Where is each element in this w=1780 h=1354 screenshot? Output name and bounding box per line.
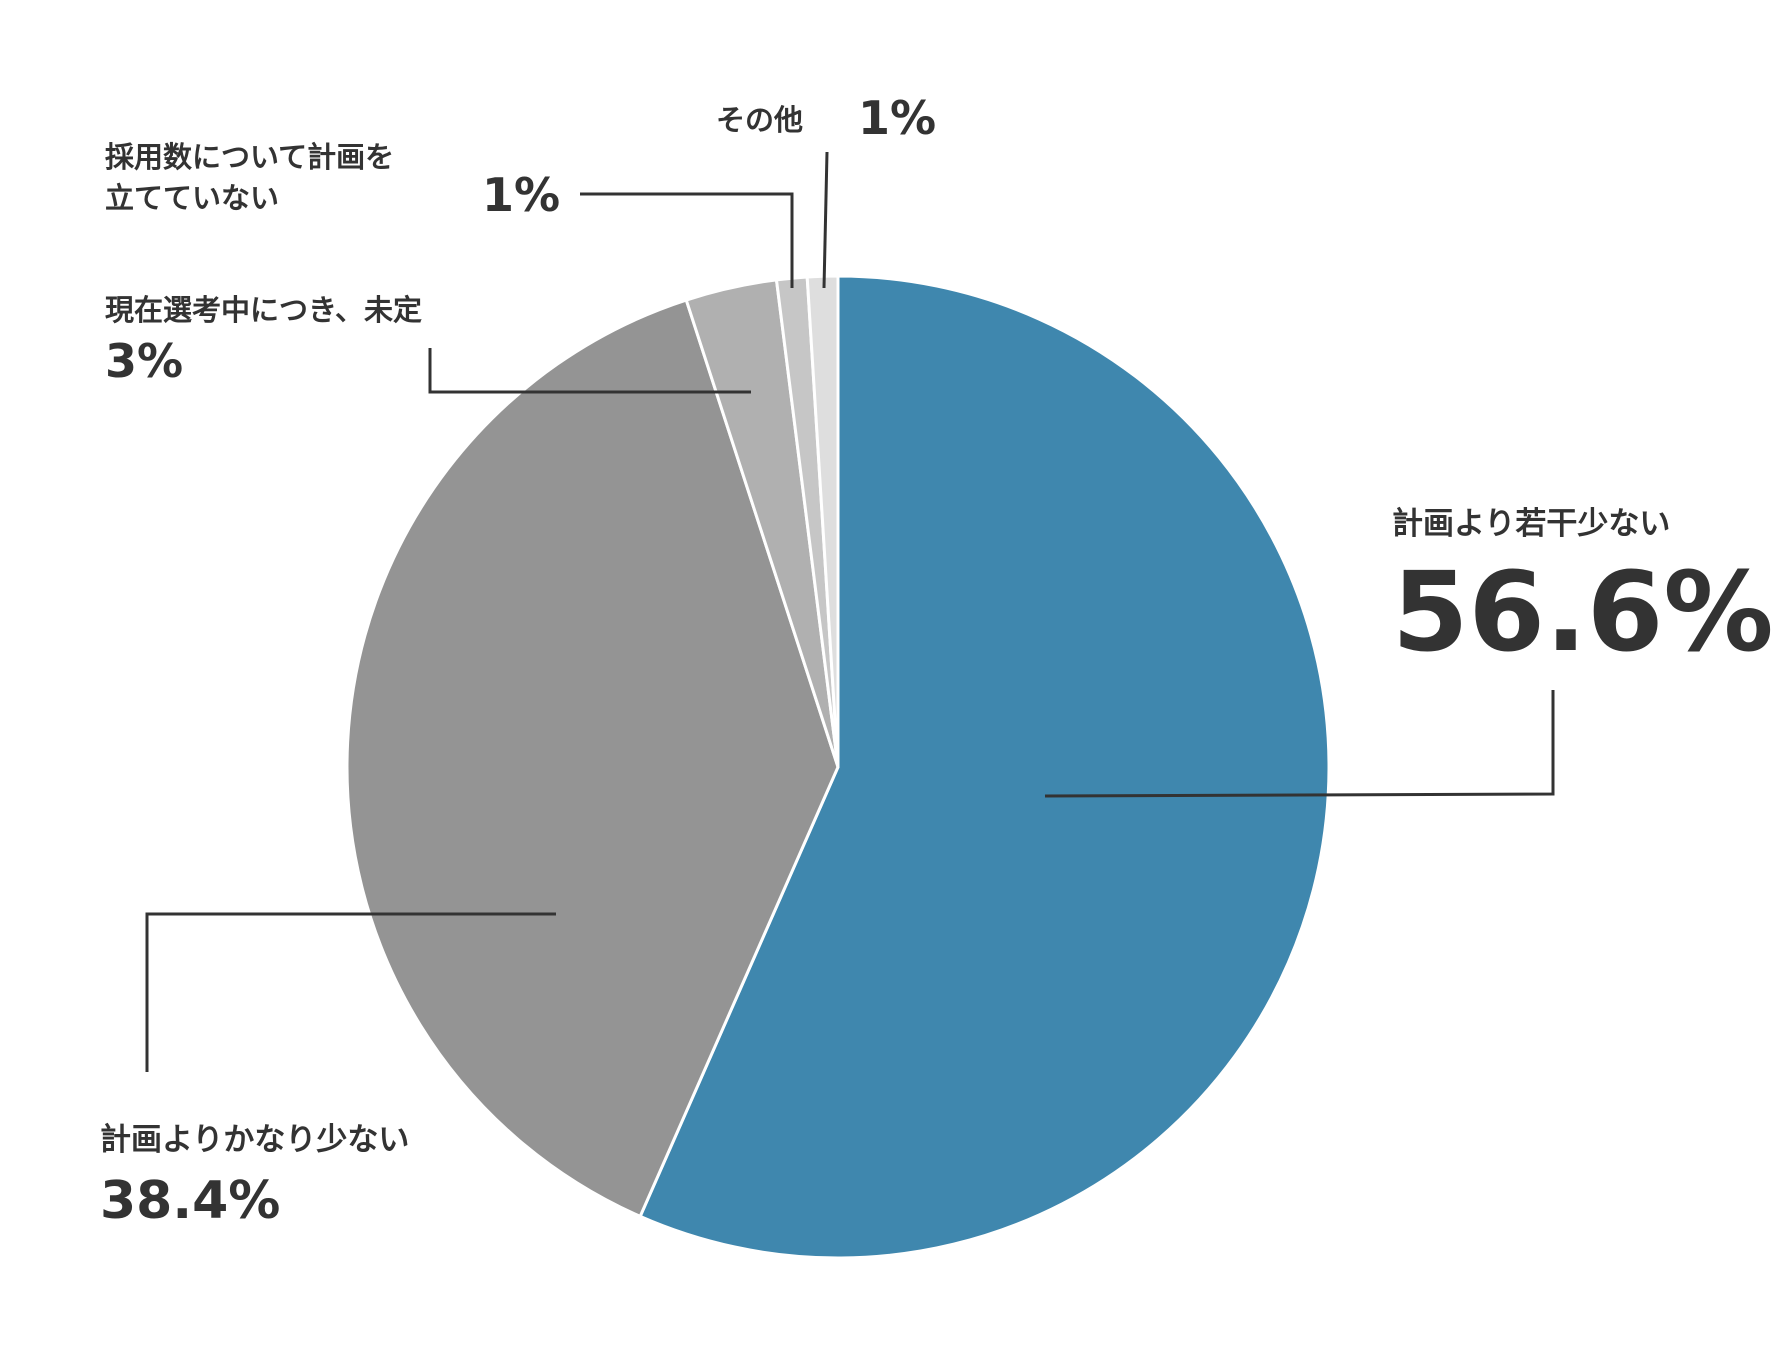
leader-line-noplan (580, 192, 794, 288)
leader-line-much (145, 912, 556, 1072)
label-slight-name: 計画より若干少ない (1392, 506, 1670, 542)
pie-slices (345, 274, 1331, 1260)
label-much-name: 計画よりかなり少ない (100, 1122, 409, 1158)
label-noplan-value: 1% (482, 168, 560, 222)
leader-line-other (822, 151, 829, 289)
label-slight-value: 56.6% (1392, 548, 1774, 676)
leader-line-slight (1044, 690, 1555, 798)
label-noplan-name-line2: 立てていない (105, 181, 279, 215)
slice-slight (638, 274, 1331, 1260)
label-undecided-value: 3% (105, 334, 183, 388)
label-undecided-name: 現在選考中につき、未定 (105, 293, 422, 327)
slice-much (345, 298, 840, 1218)
label-other-value: 1% (858, 91, 936, 145)
label-other-name: その他 (716, 103, 803, 137)
leader-line-undecided (428, 348, 751, 394)
slice-other (805, 274, 840, 769)
label-noplan-name-line1: 採用数について計画を (105, 140, 394, 174)
label-much-value: 38.4% (100, 1171, 280, 1231)
